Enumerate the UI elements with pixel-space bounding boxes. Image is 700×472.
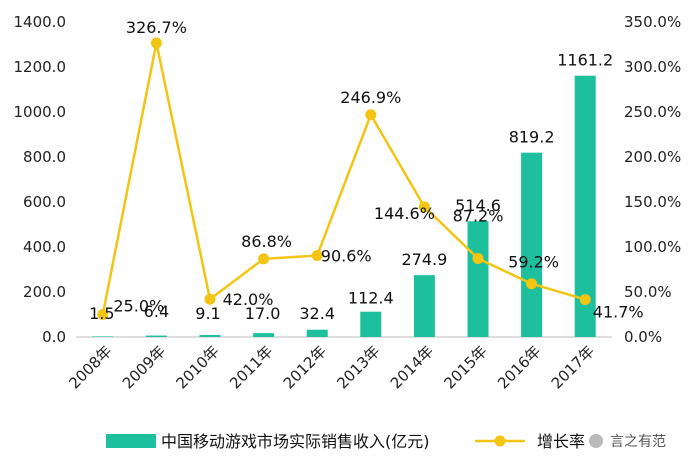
x-tick-label: 2014年 [387,342,437,392]
y-right-tick-label: 300.0% [624,58,681,76]
bar [92,336,114,337]
line-point [311,249,323,261]
line-point [579,293,591,305]
y-right-tick-label: 150.0% [624,193,681,211]
bar-value-label: 1161.2 [557,51,613,70]
growth-value-label: 326.7% [126,18,187,37]
bar-value-label: 1.5 [89,304,114,323]
bar [306,329,328,337]
x-tick-label: 2012年 [280,342,330,392]
growth-value-label: 246.9% [340,88,401,107]
y-left-axis: 0.0 200.0 400.0 600.0 800.0 1000.0 1200.0 1400.… [14,13,67,346]
bar-value-label: 9.1 [195,304,220,323]
watermark-text: 言之有范 [610,433,666,450]
bar-value-label: 514.6 [455,196,501,215]
line-point [472,253,484,265]
growth-value-label: 41.7% [593,302,644,321]
growth-value-label: 144.6% [374,204,435,223]
growth-value-label: 87.2% [453,207,504,226]
bar [574,75,596,337]
line-point [418,201,430,213]
y-left-tick-label: 1200.0 [14,58,67,76]
bar-value-label: 17.0 [245,304,281,323]
line-point [258,253,270,265]
y-left-tick-label: 600.0 [23,193,66,211]
growth-value-label: 59.2% [508,253,559,272]
line-point [204,293,216,305]
bar-value-label: 32.4 [299,304,335,323]
y-right-tick-label: 200.0% [624,148,681,166]
x-tick-label: 2016年 [494,342,544,392]
line-point [150,37,162,49]
y-left-tick-label: 1400.0 [14,13,67,31]
bar [360,311,382,337]
bar-value-label: 274.9 [401,250,447,269]
bar-value-label: 6.4 [144,302,169,321]
bar [413,275,435,337]
y-right-tick-label: 350.0% [624,13,681,31]
x-tick-label: 2010年 [172,342,222,392]
legend-bar-label: 中国移动游戏市场实际销售收入(亿元) [161,432,430,451]
bar [199,334,221,337]
x-tick-label: 2011年 [226,342,276,392]
bar [467,221,489,337]
y-left-tick-label: 800.0 [23,148,66,166]
legend-line-marker [494,435,506,447]
bar [521,152,543,337]
legend-line-label: 增长率 [537,432,585,451]
legend: 中国移动游戏市场实际销售收入(亿元) 增长率 [106,432,585,451]
y-left-tick-label: 400.0 [23,238,66,256]
y-right-tick-label: 100.0% [624,238,681,256]
growth-line [101,41,586,315]
bar-series [92,75,596,337]
line-series [97,37,591,320]
bar [145,335,167,337]
y-left-tick-label: 200.0 [23,283,66,301]
y-right-tick-label: 0.0% [624,328,662,346]
growth-value-label: 25.0% [113,297,164,316]
wechat-icon [589,434,603,448]
y-right-axis: 0.0% 50.0% 100.0% 150.0% 200.0% 250.0% 300.0% 3… [624,13,681,346]
line-point [97,309,109,320]
x-axis: 2008年 2009年 2010年 2011年 2012年 2013年 2014年 2015年… [65,342,598,392]
growth-value-label: 90.6% [321,246,372,265]
y-left-tick-label: 0.0 [42,328,66,346]
legend-bar-swatch [106,434,156,448]
x-tick-label: 2008年 [65,342,115,392]
x-tick-label: 2013年 [333,342,383,392]
growth-value-label: 42.0% [223,290,274,309]
x-tick-label: 2015年 [440,342,490,392]
bar-value-label: 112.4 [348,289,394,308]
bar-value-label: 819.2 [509,128,555,147]
x-tick-label: 2017年 [548,342,598,392]
y-right-tick-label: 250.0% [624,103,681,121]
line-point [365,109,377,121]
x-tick-label: 2009年 [119,342,169,392]
y-left-tick-label: 1000.0 [14,103,67,121]
line-point [526,278,538,290]
watermark: 言之有范 [589,433,666,450]
growth-value-label: 86.8% [241,232,292,251]
y-right-tick-label: 50.0% [624,283,672,301]
bar [253,333,275,337]
data-labels: 1.5 6.4 9.1 17.0 32.4 112.4 274.9 514.6 819.2 116… [89,18,644,323]
